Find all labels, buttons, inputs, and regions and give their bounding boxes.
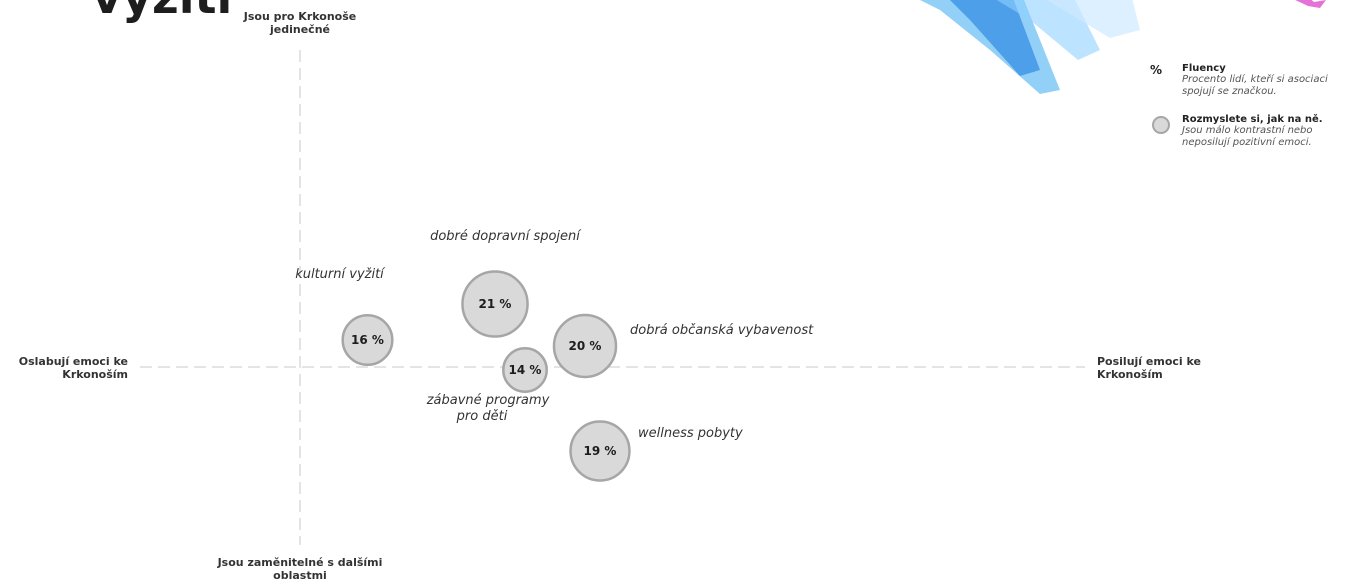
grey-circle-icon	[1152, 116, 1170, 134]
brush-decoration	[920, 0, 1140, 94]
bubble-value: 14 %	[509, 363, 542, 377]
legend-fluency-title: Fluency	[1182, 63, 1226, 74]
bubble-label: wellness pobyty	[638, 426, 743, 441]
bubble	[502, 347, 548, 393]
bubble-value: 21 %	[479, 297, 512, 311]
bubble-value: 19 %	[584, 444, 617, 458]
legend-item-fluency: % Fluency Procento lidí, kteří si asocia…	[1148, 63, 1358, 98]
legend-item-reconsider: Rozmyslete si, jak na ně. Jsou málo kont…	[1148, 114, 1358, 149]
axis-label-bottom: Jsou zaměnitelné s dalšími oblastmi	[217, 556, 383, 582]
axis-label-left: Oslabují emoci ke Krkonoším	[18, 355, 128, 381]
legend-reconsider-desc: Jsou málo kontrastní nebo neposilují poz…	[1182, 125, 1313, 148]
pink-brush-decoration	[1295, 0, 1326, 8]
legend-fluency-desc: Procento lidí, kteří si asociaci spojují…	[1182, 74, 1328, 97]
legend-reconsider-title: Rozmyslete si, jak na ně.	[1182, 114, 1323, 125]
page-title: vyžití	[92, 0, 232, 24]
bubble-label: zábavné programy pro děti	[426, 393, 550, 424]
bubble-label: dobrá občanská vybavenost	[630, 323, 814, 338]
bubble-label: dobré dopravní spojení	[430, 229, 582, 244]
bubble-label: kulturní vyžití	[295, 267, 386, 282]
bubble	[569, 420, 631, 482]
bubble-value: 20 %	[569, 339, 602, 353]
percent-icon: %	[1150, 63, 1163, 77]
bubble	[461, 270, 529, 338]
axis-label-top: Jsou pro Krkonoše jedinečné	[243, 10, 357, 36]
axis-label-right: Posilují emoci ke Krkonoším	[1097, 355, 1201, 381]
bubble	[341, 313, 394, 367]
bubble	[552, 313, 618, 379]
bubble-value: 16 %	[351, 333, 384, 347]
legend: % Fluency Procento lidí, kteří si asocia…	[1148, 63, 1358, 161]
